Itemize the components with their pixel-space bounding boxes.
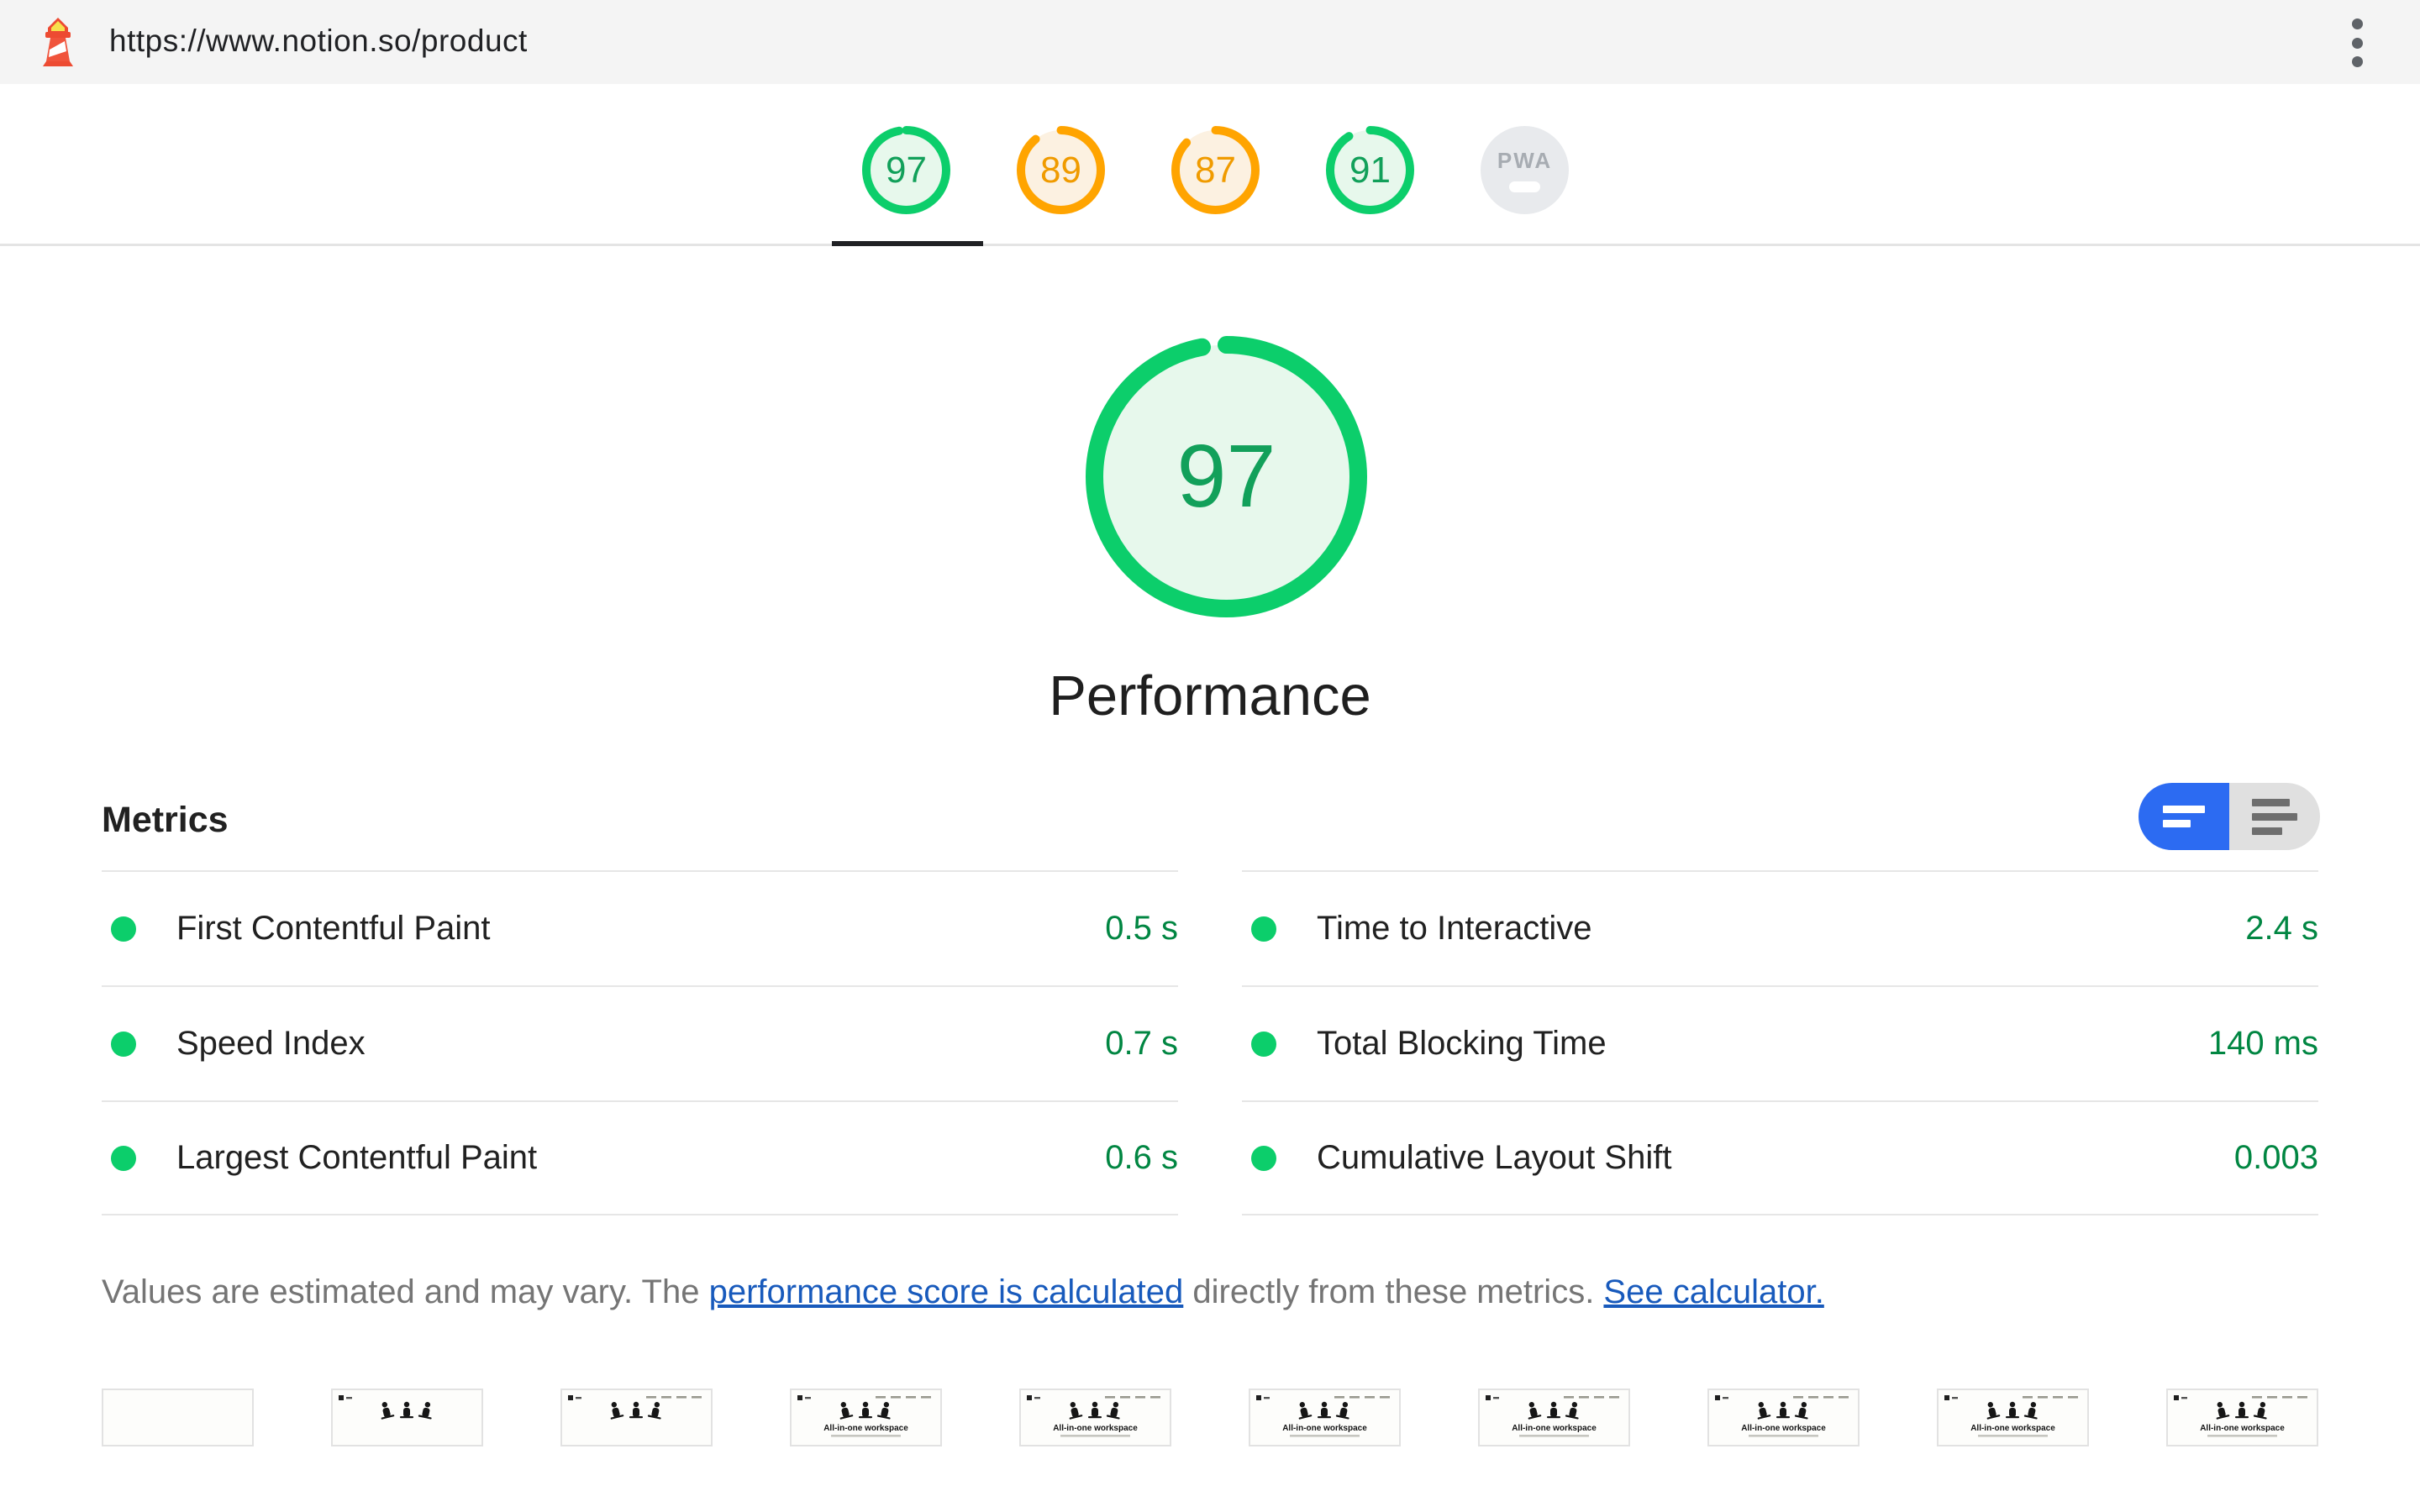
metric-row: First Contentful Paint 0.5 s	[102, 870, 1178, 985]
active-tab-underline	[832, 241, 983, 246]
metric-value: 0.7 s	[1105, 1025, 1178, 1062]
metric-row: Speed Index 0.7 s	[102, 985, 1178, 1100]
metric-rating-icon	[111, 916, 136, 942]
nav-pwa-badge[interactable]: PWA	[1481, 126, 1569, 214]
metric-rating-icon	[111, 1031, 136, 1057]
metrics-footnote: Values are estimated and may vary. The p…	[102, 1273, 1824, 1311]
nav-score-gauge-2[interactable]: 89	[1017, 126, 1105, 214]
metric-label: Time to Interactive	[1317, 910, 1592, 947]
collapsed-view-button[interactable]	[2139, 783, 2229, 850]
metric-label: Speed Index	[176, 1025, 366, 1062]
metric-rating-icon	[111, 1145, 136, 1171]
filmstrip-frame: All-in-one workspace	[1249, 1389, 1401, 1446]
score-number: 97	[1176, 427, 1276, 526]
score-nav-items: 97 89 87 91 PWA	[862, 126, 1569, 214]
metric-rating-icon	[1251, 916, 1276, 942]
lighthouse-icon	[43, 18, 73, 66]
collapsed-view-icon	[2163, 806, 2205, 827]
svg-text:All-in-one workspace: All-in-one workspace	[1282, 1424, 1367, 1433]
footnote-link-2[interactable]: See calculator.	[1603, 1273, 1824, 1310]
page-url: https://www.notion.so/product	[109, 24, 528, 59]
filmstrip: All-in-one workspace All-in-one workspace…	[102, 1389, 2318, 1446]
svg-text:All-in-one workspace: All-in-one workspace	[1512, 1424, 1597, 1433]
filmstrip-frame: All-in-one workspace	[1019, 1389, 1171, 1446]
metric-value: 2.4 s	[2245, 910, 2318, 947]
footnote-link-1[interactable]: performance score is calculated	[708, 1273, 1184, 1310]
score-number: 89	[1040, 149, 1081, 191]
metric-value: 0.5 s	[1105, 910, 1178, 947]
nav-score-gauge-1[interactable]: 97	[862, 126, 950, 214]
metric-label: Largest Contentful Paint	[176, 1139, 538, 1176]
metric-label: First Contentful Paint	[176, 910, 491, 947]
metric-value: 0.6 s	[1105, 1139, 1178, 1176]
footnote-text: directly from these metrics.	[1183, 1273, 1604, 1310]
expanded-view-button[interactable]	[2229, 783, 2320, 850]
pwa-dash-icon	[1509, 181, 1540, 192]
metric-value: 140 ms	[2207, 1025, 2318, 1062]
svg-text:All-in-one workspace: All-in-one workspace	[1053, 1424, 1138, 1433]
expanded-view-icon	[2252, 798, 2297, 835]
score-number: 87	[1195, 149, 1236, 191]
svg-text:All-in-one workspace: All-in-one workspace	[1970, 1424, 2055, 1433]
svg-text:All-in-one workspace: All-in-one workspace	[823, 1424, 908, 1433]
filmstrip-frame	[102, 1389, 254, 1446]
metric-value: 0.003	[2233, 1139, 2318, 1176]
filmstrip-frame: All-in-one workspace	[1707, 1389, 1860, 1446]
pwa-badge-label: PWA	[1497, 148, 1553, 173]
metric-label: Cumulative Layout Shift	[1317, 1139, 1672, 1176]
filmstrip-frame	[560, 1389, 713, 1446]
footnote-text: Values are estimated and may vary. The	[102, 1273, 709, 1310]
filmstrip-frame: All-in-one workspace	[1937, 1389, 2089, 1446]
metric-rating-icon	[1251, 1145, 1276, 1171]
kebab-menu-icon[interactable]	[2344, 18, 2370, 67]
metrics-view-toggle	[2139, 783, 2320, 850]
filmstrip-frame: All-in-one workspace	[1478, 1389, 1630, 1446]
filmstrip-frame: All-in-one workspace	[790, 1389, 942, 1446]
score-number: 97	[886, 149, 927, 191]
metric-row: Largest Contentful Paint 0.6 s	[102, 1100, 1178, 1215]
url-bar: https://www.notion.so/product	[0, 0, 2420, 84]
score-number: 91	[1349, 149, 1391, 191]
metric-row: Cumulative Layout Shift 0.003	[1242, 1100, 2318, 1215]
svg-text:All-in-one workspace: All-in-one workspace	[1741, 1424, 1826, 1433]
metric-row: Time to Interactive 2.4 s	[1242, 870, 2318, 985]
filmstrip-frame: All-in-one workspace	[2166, 1389, 2318, 1446]
metrics-column: Time to Interactive 2.4 s Total Blocking T…	[1242, 870, 2318, 1215]
metrics-heading: Metrics	[102, 800, 229, 840]
category-title: Performance	[1049, 664, 1371, 727]
nav-score-gauge-3[interactable]: 87	[1171, 126, 1260, 214]
performance-score-gauge: 97	[1086, 336, 1367, 617]
nav-score-gauge-4[interactable]: 91	[1326, 126, 1414, 214]
metric-row: Total Blocking Time 140 ms	[1242, 985, 2318, 1100]
metric-label: Total Blocking Time	[1317, 1025, 1607, 1062]
metrics-column: First Contentful Paint 0.5 s Speed Index 0.…	[102, 870, 1178, 1215]
score-nav: 97 89 87 91 PWA	[0, 84, 2420, 246]
metric-rating-icon	[1251, 1031, 1276, 1057]
svg-text:All-in-one workspace: All-in-one workspace	[2200, 1424, 2285, 1433]
metrics-grid: First Contentful Paint 0.5 s Speed Index 0.…	[102, 870, 2318, 1215]
filmstrip-frame	[331, 1389, 483, 1446]
